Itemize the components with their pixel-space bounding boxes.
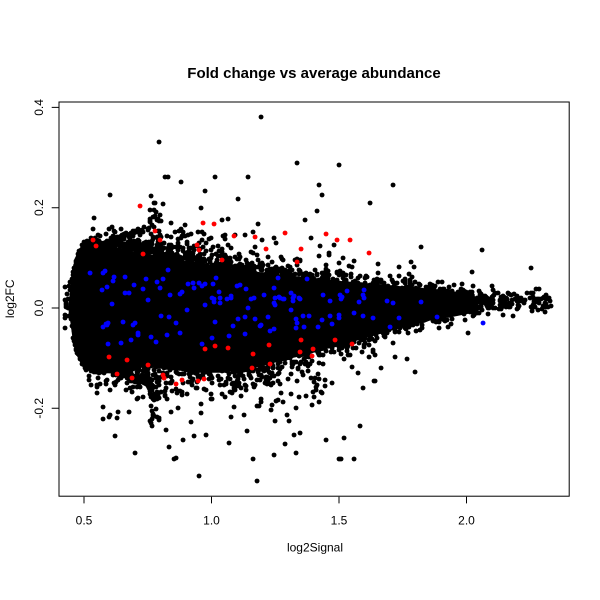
svg-text:log2Signal: log2Signal <box>287 541 343 555</box>
svg-text:1.5: 1.5 <box>331 514 348 528</box>
svg-text:-0.2: -0.2 <box>32 398 46 419</box>
svg-text:0.4: 0.4 <box>32 99 46 116</box>
svg-text:0.2: 0.2 <box>32 199 46 216</box>
svg-text:2.0: 2.0 <box>458 514 475 528</box>
svg-text:Fold change vs average abundan: Fold change vs average abundance <box>187 65 440 82</box>
svg-text:1.0: 1.0 <box>203 514 220 528</box>
svg-text:0.0: 0.0 <box>32 299 46 316</box>
svg-text:log2FC: log2FC <box>3 279 17 318</box>
svg-text:0.5: 0.5 <box>76 514 93 528</box>
